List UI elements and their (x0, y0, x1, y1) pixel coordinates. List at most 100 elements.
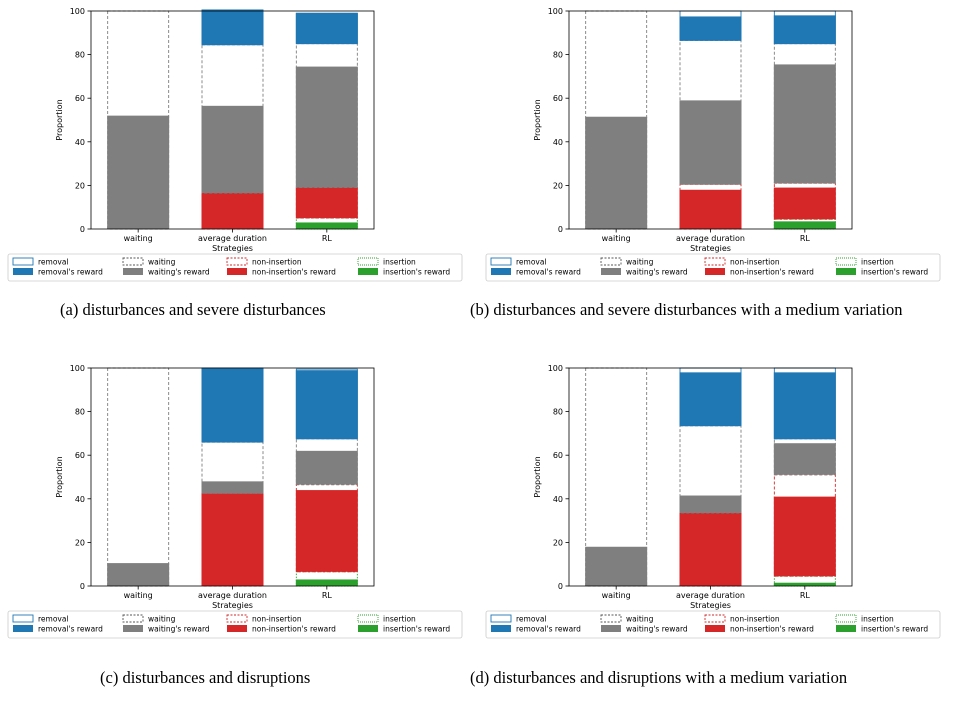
x-tick-label: RL (800, 591, 811, 600)
y-tick-label: 60 (553, 451, 563, 460)
panel-c: 0 20 40 60 80 100 waiting average duration RL Str… (0, 357, 478, 714)
y-tick-label: 20 (75, 181, 85, 190)
legend-swatch (491, 625, 511, 632)
legend-label: waiting (626, 258, 654, 267)
bar-removal-reward (679, 16, 742, 41)
y-tick-label: 20 (553, 181, 563, 190)
chart-c: 0 20 40 60 80 100 waiting average duration RL Str… (7, 364, 463, 639)
legend-swatch (601, 268, 621, 275)
y-tick-label: 100 (548, 364, 563, 373)
legend-swatch (601, 625, 621, 632)
panel-a: 0 20 40 60 80 100 waiting average duration RL Str… (0, 0, 478, 357)
panel-b: 0 20 40 60 80 100 waiting average duration RL Str… (470, 0, 956, 357)
legend-label: removal (516, 615, 547, 624)
legend-swatch (122, 257, 144, 266)
legend-swatch (358, 268, 378, 275)
legend-label: insertion's reward (861, 268, 928, 277)
y-tick-label: 0 (558, 582, 563, 591)
legend-swatch (704, 614, 726, 623)
legend-label: insertion (861, 258, 894, 267)
legend-box (7, 610, 463, 639)
legend-swatch (835, 257, 857, 266)
legend-label: insertion's reward (383, 625, 450, 634)
caption-d: (d) disturbances and disruptions with a … (470, 668, 848, 687)
bar-waiting-reward (201, 105, 264, 194)
y-tick-label: 40 (553, 138, 563, 147)
legend-swatch (357, 614, 379, 623)
legend-label: non-insertion's reward (252, 268, 336, 277)
legend-label: non-insertion (252, 258, 302, 267)
legend-swatch (705, 625, 725, 632)
bar-removal-reward (773, 15, 836, 44)
caption-c: (c) disturbances and disruptions (100, 668, 311, 687)
legend-label: insertion's reward (383, 268, 450, 277)
legend-label: waiting's reward (148, 625, 210, 634)
bar-non-insertion-reward (201, 193, 264, 229)
x-tick-label: waiting (124, 591, 153, 600)
legend-swatch (226, 257, 248, 266)
y-tick-label: 20 (75, 538, 85, 547)
legend-swatch (122, 614, 144, 623)
legend-label: waiting (626, 615, 654, 624)
chart-b: 0 20 40 60 80 100 waiting average duration RL Str… (485, 7, 941, 282)
x-tick-label: average duration (676, 591, 745, 600)
y-axis-label: Proportion (533, 456, 542, 497)
y-tick-label: 80 (553, 51, 563, 60)
x-tick-label: average duration (198, 234, 267, 243)
bar-insertion-reward (773, 582, 836, 586)
legend-swatch (836, 268, 856, 275)
legend-swatch (123, 268, 143, 275)
legend-label: non-insertion (730, 615, 780, 624)
y-tick-label: 80 (75, 51, 85, 60)
y-axis-label: Proportion (533, 99, 542, 140)
legend-box (7, 253, 463, 282)
bar-removal-outline (201, 9, 264, 46)
bar-removal-reward (201, 9, 264, 45)
bar-insertion-reward (295, 579, 358, 586)
bar-waiting-reward (679, 100, 742, 185)
y-tick-label: 80 (553, 408, 563, 417)
y-tick-label: 20 (553, 538, 563, 547)
legend-label: waiting's reward (626, 625, 688, 634)
bar-waiting-reward (295, 66, 358, 188)
legend-swatch (490, 614, 512, 623)
legend-swatch (12, 257, 34, 266)
bar-waiting-reward (679, 495, 742, 513)
legend-swatch (357, 257, 379, 266)
bar-non-insertion-reward (295, 490, 358, 572)
x-tick-label: waiting (602, 591, 631, 600)
legend-label: waiting's reward (148, 268, 210, 277)
legend-swatch (227, 268, 247, 275)
legend-swatch (600, 614, 622, 623)
bar-non-insertion-reward (295, 187, 358, 219)
bar-non-insertion-reward (201, 493, 264, 586)
x-tick-label: waiting (124, 234, 153, 243)
bar-removal-reward (773, 372, 836, 439)
y-tick-label: 40 (75, 495, 85, 504)
bar-non-insertion-reward (773, 187, 836, 220)
y-tick-label: 80 (75, 408, 85, 417)
legend-box (485, 253, 941, 282)
x-axis-label: Strategies (690, 601, 731, 610)
y-axis-label: Proportion (55, 99, 64, 140)
chart-a: 0 20 40 60 80 100 waiting average duration RL Str… (7, 7, 463, 282)
legend-swatch (13, 625, 33, 632)
legend-swatch (227, 625, 247, 632)
bar-waiting-reward (107, 563, 170, 586)
legend-label: waiting (148, 615, 176, 624)
y-tick-label: 40 (75, 138, 85, 147)
y-tick-label: 100 (70, 7, 85, 16)
bar-waiting-reward (585, 546, 648, 586)
y-tick-label: 0 (558, 225, 563, 234)
bar-insertion-reward (295, 222, 358, 229)
legend-label: insertion's reward (861, 625, 928, 634)
chart-d: 0 20 40 60 80 100 waiting average duration RL Str… (485, 364, 941, 639)
legend-swatch (358, 625, 378, 632)
bar-waiting-reward (773, 64, 836, 184)
legend-label: waiting's reward (626, 268, 688, 277)
legend-label: insertion (383, 615, 416, 624)
x-tick-label: RL (322, 591, 333, 600)
y-tick-label: 60 (75, 94, 85, 103)
